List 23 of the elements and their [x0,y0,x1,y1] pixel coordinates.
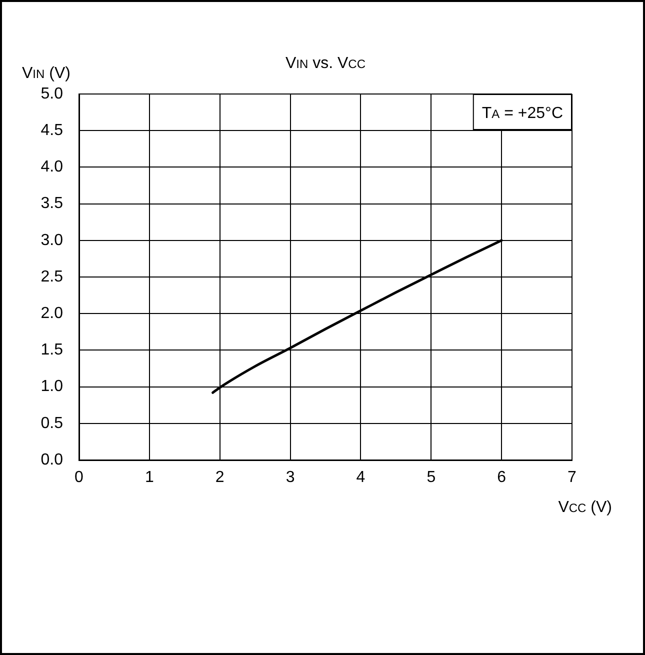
y-tick-label: 1.5 [40,342,64,359]
x-tick-label: 4 [356,469,366,486]
x-tick-label: 1 [144,469,154,486]
y-tick-label: 4.5 [40,122,64,140]
x-tick-label: 6 [497,469,506,486]
y-tick-label: 3.5 [40,195,64,212]
y-tick-label: 3.0 [40,232,64,249]
y-axis-title: VIN (V) [22,65,70,82]
y-tick-label: 4.0 [40,158,64,176]
y-tick-label: 1.0 [40,378,64,396]
y-tick-label: 5.0 [40,85,64,102]
x-tick-label: 7 [568,469,577,486]
y-tick-label: 2.0 [40,305,64,322]
y-tick-label: 0.5 [40,414,64,432]
x-tick-label: 2 [215,469,224,486]
x-tick-label: 5 [426,469,436,486]
annotation: TA = +25°C [482,105,563,122]
x-axis-title: VCC (V) [558,499,612,516]
x-tick-label: 3 [286,469,295,486]
y-tick-label: 2.5 [40,268,64,286]
x-tick-label: 0 [74,469,84,486]
chart-title: VIN vs. VCC [285,55,366,72]
y-tick-label: 0.0 [40,451,64,468]
